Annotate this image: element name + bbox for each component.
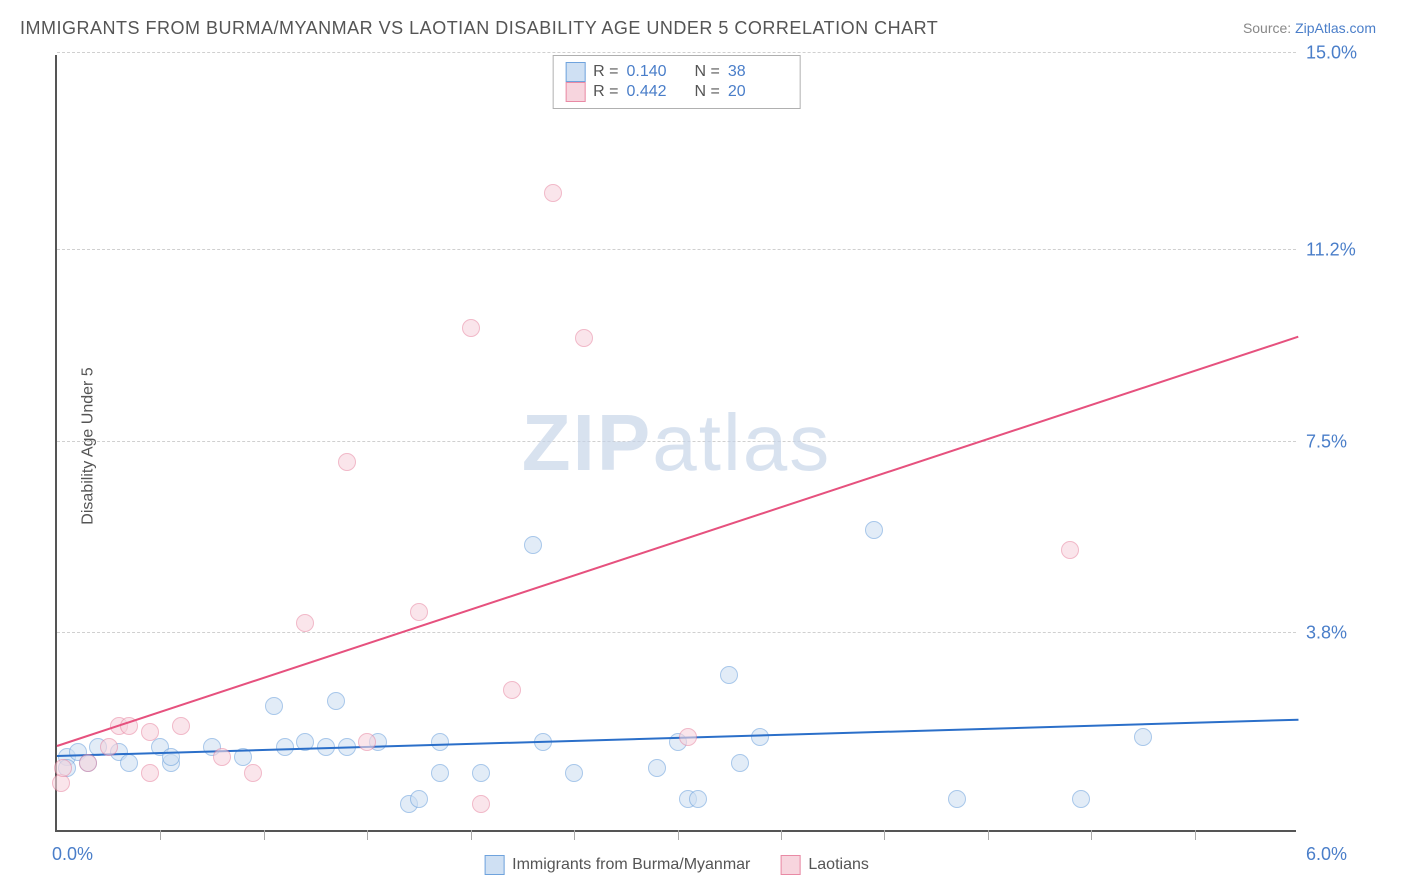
source-label: Source: (1243, 20, 1295, 36)
data-point (648, 759, 666, 777)
data-point (1134, 728, 1152, 746)
data-point (410, 790, 428, 808)
data-point (524, 536, 542, 554)
x-minor-tick (471, 830, 472, 840)
y-tick-label: 7.5% (1306, 431, 1391, 452)
stats-n-label: N = (695, 63, 720, 81)
stats-r-label: R = (593, 63, 618, 81)
data-point (120, 754, 138, 772)
data-point (503, 681, 521, 699)
data-point (1072, 790, 1090, 808)
data-point (544, 184, 562, 202)
data-point (244, 764, 262, 782)
data-point (54, 759, 72, 777)
data-point (575, 329, 593, 347)
data-point (172, 717, 190, 735)
gridline (57, 52, 1296, 53)
data-point (100, 738, 118, 756)
data-point (52, 774, 70, 792)
stats-n-label: N = (695, 83, 720, 101)
data-point (410, 603, 428, 621)
stats-n-value: 20 (728, 83, 788, 101)
data-point (565, 764, 583, 782)
legend-label-series1: Immigrants from Burma/Myanmar (512, 856, 750, 874)
data-point (689, 790, 707, 808)
data-point (338, 453, 356, 471)
data-point (731, 754, 749, 772)
x-tick-max: 6.0% (1306, 844, 1391, 865)
x-tick-min: 0.0% (52, 844, 93, 865)
data-point (865, 521, 883, 539)
data-point (431, 733, 449, 751)
legend-swatch-series1 (484, 855, 504, 875)
data-point (358, 733, 376, 751)
data-point (472, 795, 490, 813)
data-point (1061, 541, 1079, 559)
stats-r-value: 0.442 (627, 83, 687, 101)
stats-swatch (565, 82, 585, 102)
data-point (751, 728, 769, 746)
chart-container: IMMIGRANTS FROM BURMA/MYANMAR VS LAOTIAN… (0, 0, 1406, 892)
data-point (679, 728, 697, 746)
stats-n-value: 38 (728, 63, 788, 81)
stats-row: R = 0.140 N = 38 (565, 62, 788, 82)
x-minor-tick (988, 830, 989, 840)
x-minor-tick (160, 830, 161, 840)
stats-row: R = 0.442 N = 20 (565, 82, 788, 102)
stats-r-label: R = (593, 83, 618, 101)
data-point (141, 723, 159, 741)
legend-item-series1: Immigrants from Burma/Myanmar (484, 855, 750, 875)
trend-line (57, 336, 1299, 747)
chart-title: IMMIGRANTS FROM BURMA/MYANMAR VS LAOTIAN… (20, 18, 938, 39)
gridline (57, 249, 1296, 250)
data-point (472, 764, 490, 782)
x-minor-tick (264, 830, 265, 840)
data-point (276, 738, 294, 756)
data-point (296, 614, 314, 632)
x-minor-tick (574, 830, 575, 840)
x-minor-tick (884, 830, 885, 840)
y-tick-label: 15.0% (1306, 43, 1391, 64)
legend-item-series2: Laotians (780, 855, 869, 875)
stats-swatch (565, 62, 585, 82)
x-minor-tick (678, 830, 679, 840)
data-point (265, 697, 283, 715)
y-tick-label: 11.2% (1306, 239, 1391, 260)
bottom-legend: Immigrants from Burma/Myanmar Laotians (484, 855, 869, 875)
plot-inner: 3.8%7.5%11.2%15.0% (57, 55, 1296, 830)
data-point (327, 692, 345, 710)
data-point (141, 764, 159, 782)
gridline (57, 441, 1296, 442)
x-minor-tick (1195, 830, 1196, 840)
legend-label-series2: Laotians (808, 856, 869, 874)
plot-area: 3.8%7.5%11.2%15.0% ZIPatlas R =0.140N =3… (55, 55, 1296, 832)
source-link[interactable]: ZipAtlas.com (1295, 20, 1376, 36)
data-point (462, 319, 480, 337)
x-minor-tick (367, 830, 368, 840)
legend-swatch-series2 (780, 855, 800, 875)
gridline (57, 632, 1296, 633)
data-point (431, 764, 449, 782)
y-tick-label: 3.8% (1306, 623, 1391, 644)
stats-legend-box: R = 0.140 N = 38 R = 0.442 N = 20 (552, 55, 801, 109)
stats-r-value: 0.140 (627, 63, 687, 81)
data-point (213, 748, 231, 766)
data-point (720, 666, 738, 684)
x-minor-tick (1091, 830, 1092, 840)
x-minor-tick (781, 830, 782, 840)
source-attribution: Source: ZipAtlas.com (1243, 20, 1376, 36)
data-point (79, 754, 97, 772)
data-point (948, 790, 966, 808)
